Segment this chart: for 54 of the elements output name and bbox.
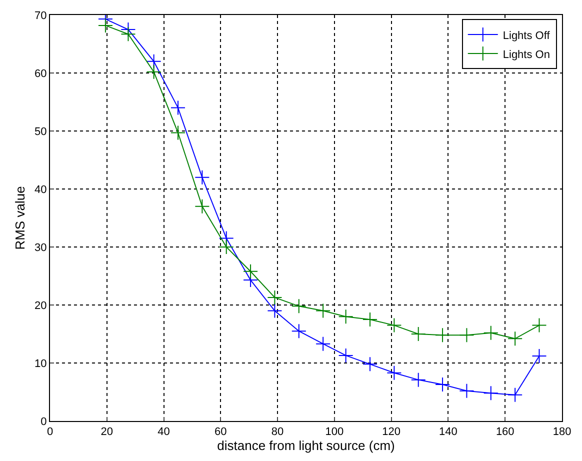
point	[508, 387, 523, 402]
y-tick-label: 20	[34, 300, 47, 312]
x-tick-label: 80	[271, 426, 284, 438]
point	[483, 386, 498, 401]
point	[316, 303, 331, 318]
y-tick-label: 50	[34, 126, 47, 138]
point	[362, 356, 378, 372]
y-tick-label: 30	[34, 242, 47, 254]
point	[218, 240, 234, 254]
point	[483, 325, 498, 340]
point	[267, 303, 282, 318]
point	[243, 264, 258, 279]
point	[435, 376, 450, 392]
point	[532, 318, 547, 333]
point	[146, 64, 162, 80]
y-tick-label: 70	[34, 10, 47, 22]
point	[338, 309, 354, 324]
point	[194, 170, 210, 185]
point	[194, 198, 210, 214]
legend-label: Lights Off	[502, 30, 551, 42]
y-axis-title: RMS value	[12, 186, 28, 250]
point	[98, 18, 113, 33]
y-tick-label: 40	[34, 184, 47, 196]
x-tick-label: 120	[382, 426, 401, 438]
point	[362, 312, 378, 327]
x-tick-label: 20	[100, 426, 114, 438]
x-tick-label: 140	[439, 426, 458, 438]
legend-label: Lights On	[502, 48, 550, 61]
point	[291, 298, 306, 314]
point	[338, 348, 354, 363]
x-tick-label: 60	[214, 426, 227, 438]
x-tick-label: 100	[325, 426, 344, 438]
point	[532, 348, 547, 364]
point	[386, 365, 402, 380]
point	[291, 324, 306, 339]
point	[435, 328, 450, 343]
x-axis-title: distance from light source (cm)	[217, 438, 395, 454]
point	[508, 331, 523, 346]
point	[316, 336, 331, 352]
point	[410, 326, 426, 342]
point	[120, 26, 136, 42]
point	[386, 318, 402, 333]
point	[459, 328, 474, 343]
x-tick-label: 160	[496, 426, 514, 438]
point	[170, 100, 186, 116]
point	[410, 372, 426, 388]
y-tick-label: 10	[34, 358, 47, 370]
point	[267, 290, 282, 305]
point	[170, 125, 186, 140]
x-tick-label: 180	[552, 426, 572, 438]
x-tick-label: 40	[158, 426, 170, 438]
point	[459, 383, 474, 398]
y-tick-label: 60	[34, 68, 47, 80]
y-tick-label: 0	[40, 416, 47, 428]
